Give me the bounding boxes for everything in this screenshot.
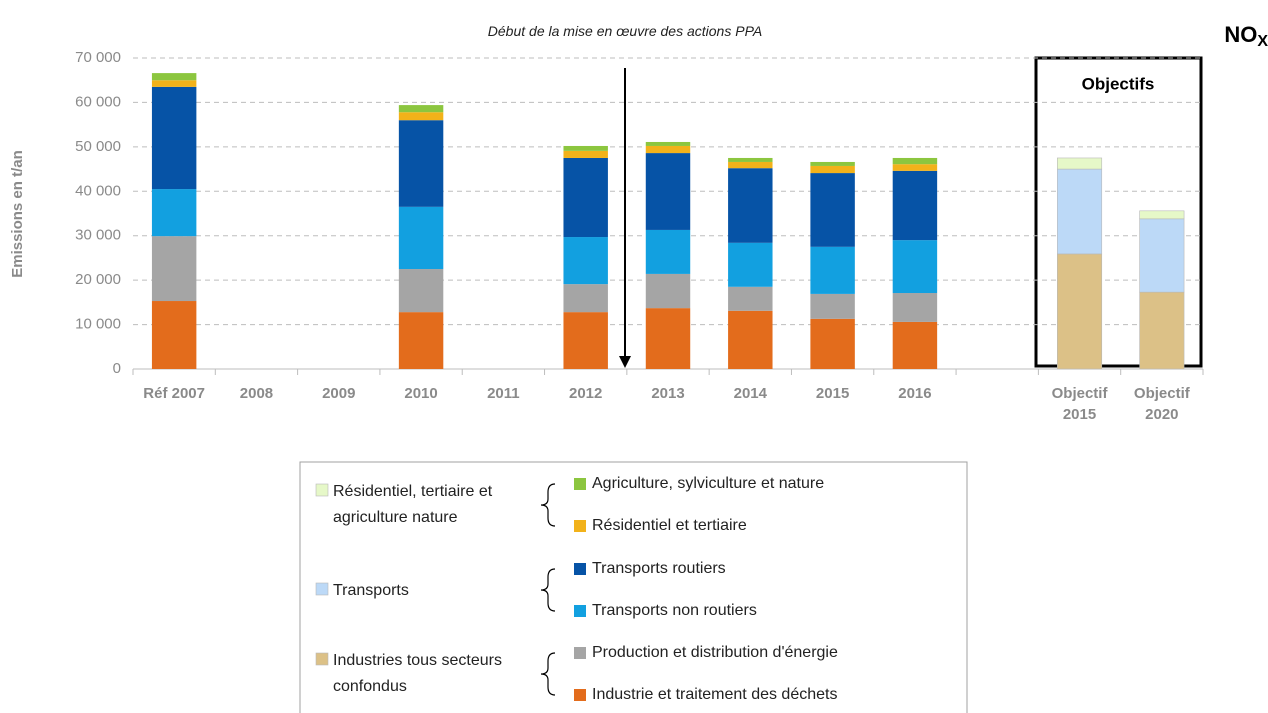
bar-segment — [151, 189, 197, 237]
y-tick-label: 30 000 — [75, 227, 121, 244]
bar-segment — [1057, 157, 1103, 170]
bar-segment — [810, 173, 855, 247]
y-tick-label: 10 000 — [75, 316, 121, 333]
bar-segment — [1057, 168, 1103, 255]
bar-segment — [728, 310, 773, 369]
legend-label: Transports routiers — [592, 560, 726, 577]
bar-segment — [398, 112, 444, 121]
y-tick-label: 0 — [113, 360, 121, 377]
bar-segment — [810, 318, 855, 369]
bar-segment — [645, 229, 691, 274]
bar-segment — [810, 246, 855, 294]
y-axis-label: Emissions en t/an — [9, 150, 26, 278]
arrow-head — [619, 356, 631, 368]
bar-segment — [398, 120, 444, 207]
bar-segment — [892, 157, 938, 165]
bar-segment — [151, 80, 197, 87]
bar-segment — [892, 164, 938, 171]
x-tick-label: 2009 — [322, 385, 356, 402]
legend-swatch — [315, 483, 329, 497]
bar-segment — [563, 145, 608, 151]
x-tick-label: Objectif 2020 — [1133, 385, 1190, 423]
title-main: NO — [1224, 22, 1257, 47]
bar-segment — [563, 284, 608, 313]
y-tick-label: 40 000 — [75, 182, 121, 199]
legend-swatch — [315, 582, 329, 596]
bar-segment — [810, 165, 855, 174]
y-tick-label: 50 000 — [75, 138, 121, 155]
legend-swatch — [574, 647, 586, 659]
bar-segment — [151, 73, 197, 81]
x-tick-label: 2012 — [569, 385, 603, 402]
bar-segment — [563, 157, 608, 238]
legend-swatch — [574, 478, 586, 490]
legend-label: Production et distribution d'énergie — [592, 644, 838, 661]
bar-segment — [151, 301, 197, 369]
x-tick-label: 2008 — [239, 385, 274, 402]
legend-swatch — [574, 689, 586, 701]
bar-segment — [563, 150, 608, 158]
legend-box — [299, 461, 968, 713]
x-tick-label: 2010 — [404, 385, 438, 402]
legend-swatch — [574, 520, 586, 532]
y-tick-label: 20 000 — [75, 271, 121, 288]
x-tick-label: 2011 — [487, 385, 520, 402]
legend-group-label: Transports — [333, 582, 409, 599]
x-tick-label: 2016 — [898, 385, 932, 402]
legend-swatch — [315, 652, 329, 666]
bar-segment — [1139, 218, 1185, 293]
bar-segment — [398, 105, 444, 113]
legend-brace — [540, 568, 556, 612]
annotation: Début de la mise en œuvre des actions PP… — [487, 23, 763, 39]
x-tick-label: 2014 — [733, 385, 767, 402]
bar-segment — [1057, 253, 1103, 370]
legend-group-label: Industries tous secteurs confondus — [333, 652, 502, 695]
bar-segment — [892, 321, 938, 369]
bar-segment — [563, 312, 608, 369]
bar-segment — [892, 293, 938, 322]
bar-segment — [645, 308, 691, 369]
legend-label: Agriculture, sylviculture et nature — [592, 475, 824, 492]
bar-segment — [1139, 210, 1185, 220]
bar-segment — [1139, 291, 1185, 370]
bar-segment — [728, 157, 773, 162]
chart-title: NOX — [1224, 22, 1268, 50]
x-tick-label: 2013 — [651, 385, 685, 402]
y-tick-label: 70 000 — [75, 49, 121, 66]
bar-segment — [151, 236, 197, 302]
bar-segment — [151, 86, 197, 190]
x-tick-label: Objectif 2015 — [1051, 385, 1108, 423]
legend-group-label: Résidentiel, tertiaire et agriculture na… — [333, 483, 493, 526]
bar-segment — [728, 168, 773, 243]
bar-segment — [645, 145, 691, 154]
bar-segment — [645, 153, 691, 230]
legend-swatch — [574, 563, 586, 575]
bar-segment — [645, 141, 691, 146]
legend-brace — [540, 652, 556, 696]
x-tick-label: Réf 2007 — [143, 385, 205, 402]
bar-segment — [810, 293, 855, 319]
bar-segment — [728, 161, 773, 169]
bar-segment — [398, 312, 444, 369]
bar-segment — [728, 242, 773, 287]
box-label: Objectifs — [1082, 74, 1155, 93]
bar-segment — [892, 240, 938, 294]
legend-label: Résidentiel et tertiaire — [592, 517, 747, 534]
legend-label: Industrie et traitement des déchets — [592, 686, 837, 703]
x-tick-label: 2015 — [815, 385, 850, 402]
bar-segment — [728, 286, 773, 311]
title-subscript: X — [1257, 33, 1268, 50]
legend-swatch — [574, 605, 586, 617]
bar-segment — [645, 273, 691, 309]
bar-segment — [398, 269, 444, 313]
bar-segment — [398, 206, 444, 270]
y-tick-label: 60 000 — [75, 93, 121, 110]
legend-brace — [540, 483, 556, 527]
bar-segment — [563, 237, 608, 285]
bar-segment — [810, 161, 855, 166]
legend-label: Transports non routiers — [592, 602, 757, 619]
bar-segment — [892, 170, 938, 241]
